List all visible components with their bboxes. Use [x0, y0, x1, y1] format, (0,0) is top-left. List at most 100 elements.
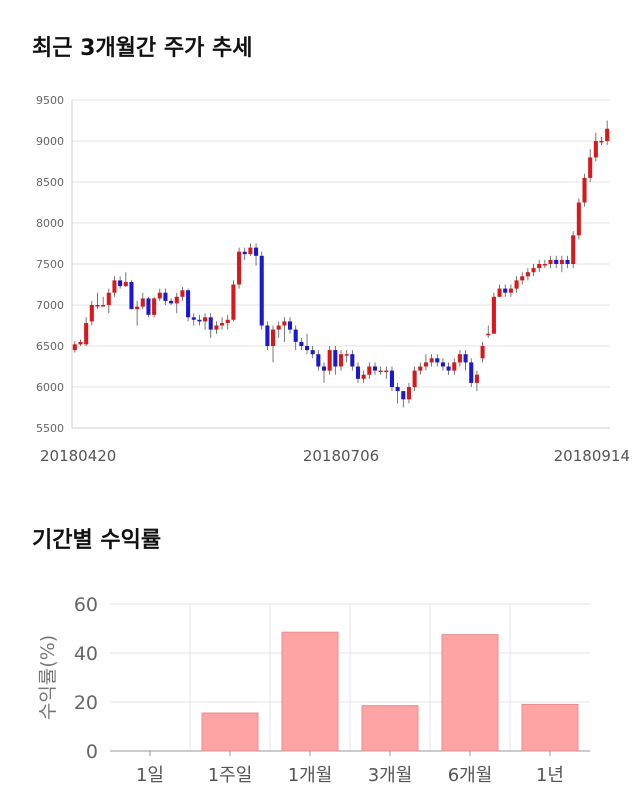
candle-body [344, 354, 349, 356]
candle-body [537, 264, 542, 269]
candle-body [225, 319, 230, 324]
candle-body [571, 235, 576, 264]
candle-body [559, 259, 564, 264]
candle-body [321, 366, 327, 371]
candle-body [123, 282, 128, 287]
candle-body [304, 346, 310, 351]
price-y-tick-label: 7500 [36, 258, 64, 271]
candle-body [174, 296, 179, 304]
returns-bar [201, 712, 259, 752]
returns-x-tick-label: 1년 [536, 765, 564, 786]
price-x-tick-label: 20180706 [303, 447, 379, 465]
candle-body [355, 366, 361, 379]
candle-body [203, 317, 208, 322]
returns-y-axis-label: 수익률(%) [37, 635, 59, 720]
candle-body [599, 141, 604, 143]
candle-body [293, 329, 298, 342]
candle-body [276, 325, 281, 330]
candle-body [299, 341, 304, 346]
candle-body [576, 202, 581, 236]
candle-body [367, 366, 372, 375]
candle-body [112, 280, 117, 293]
candle-body [497, 288, 502, 297]
candle-body [118, 280, 123, 287]
candle-body [486, 333, 491, 336]
candle-body [140, 298, 145, 307]
candle-body [406, 387, 411, 400]
price-x-ticks: 20180420 20180706 20180914 [40, 447, 630, 465]
candle-body [605, 128, 610, 141]
candle-body [418, 366, 423, 371]
candle-body [310, 350, 315, 355]
candle-body [525, 272, 530, 277]
candle-body [237, 251, 242, 285]
candle-body [84, 323, 89, 345]
candle-body [191, 317, 196, 320]
candle-body [446, 366, 451, 371]
candle-body [129, 282, 134, 310]
candle-body [78, 341, 83, 345]
candle-body [395, 387, 400, 392]
returns-y-label: 수익률(%) [37, 635, 59, 720]
candle-body [582, 177, 587, 203]
returns-x-tick-label: 1일 [136, 765, 164, 786]
candle-body [265, 325, 270, 346]
candle-body [327, 350, 332, 371]
candle-body [316, 354, 321, 367]
candle-body [401, 391, 406, 400]
returns-x-tick-label: 1주일 [208, 765, 253, 786]
candle-body [72, 344, 77, 351]
candle-body [554, 259, 559, 264]
candle-body [372, 366, 378, 371]
candle-body [95, 305, 100, 307]
price-y-tick-label: 9000 [36, 135, 64, 148]
candle-body [106, 292, 111, 305]
price-grid [71, 99, 610, 429]
price-x-tick-label: 20180914 [554, 447, 630, 465]
candle-body [542, 264, 547, 266]
candle-body [242, 251, 247, 255]
candle-body [588, 157, 593, 178]
price-y-ticks: 5500 6000 6500 7000 7500 8000 8500 9000 9500 [36, 94, 64, 435]
candle-body [520, 276, 525, 281]
price-y-tick-label: 6500 [36, 340, 64, 353]
candle-body [548, 259, 553, 264]
candle-body [163, 292, 168, 301]
price-y-tick-label: 8000 [36, 217, 64, 230]
candle-body [180, 290, 185, 297]
candle-body [333, 350, 338, 367]
returns-x-ticks: 1일 1주일 1개월 3개월 6개월 1년 [136, 751, 564, 786]
price-y-tick-label: 9500 [36, 94, 64, 107]
price-chart-title: 최근 3개월간 주가 추세 [32, 36, 253, 61]
candle-body [135, 306, 140, 310]
candle-body [423, 362, 428, 367]
returns-bar [441, 634, 499, 752]
returns-bars [201, 631, 579, 752]
candle-body [220, 323, 225, 326]
candle-body [186, 290, 191, 318]
returns-x-tick-label: 1개월 [288, 765, 333, 786]
candle-body [474, 374, 479, 383]
candle-body [169, 300, 174, 304]
candle-body [463, 354, 468, 363]
candle-body [435, 358, 440, 363]
candle-body [389, 370, 395, 387]
returns-y-tick-label: 40 [74, 643, 98, 665]
candle-body [480, 346, 485, 359]
returns-chart-title: 기간별 수익률 [32, 528, 162, 553]
candle-body [565, 259, 570, 264]
candle-body [271, 329, 276, 346]
returns-bar [521, 703, 579, 752]
candle-body [101, 305, 106, 307]
candle-body [157, 292, 162, 299]
price-y-tick-label: 5500 [36, 422, 64, 435]
candle-body [89, 305, 94, 322]
candle-body [429, 358, 434, 363]
candle-body [231, 284, 236, 320]
returns-bar [361, 705, 419, 752]
candle-body [282, 321, 287, 326]
candle-body [384, 370, 389, 373]
price-candlestick-chart: 5500 6000 6500 7000 7500 8000 8500 9000 9500 201… [36, 94, 630, 465]
price-y-tick-label: 6000 [36, 381, 64, 394]
